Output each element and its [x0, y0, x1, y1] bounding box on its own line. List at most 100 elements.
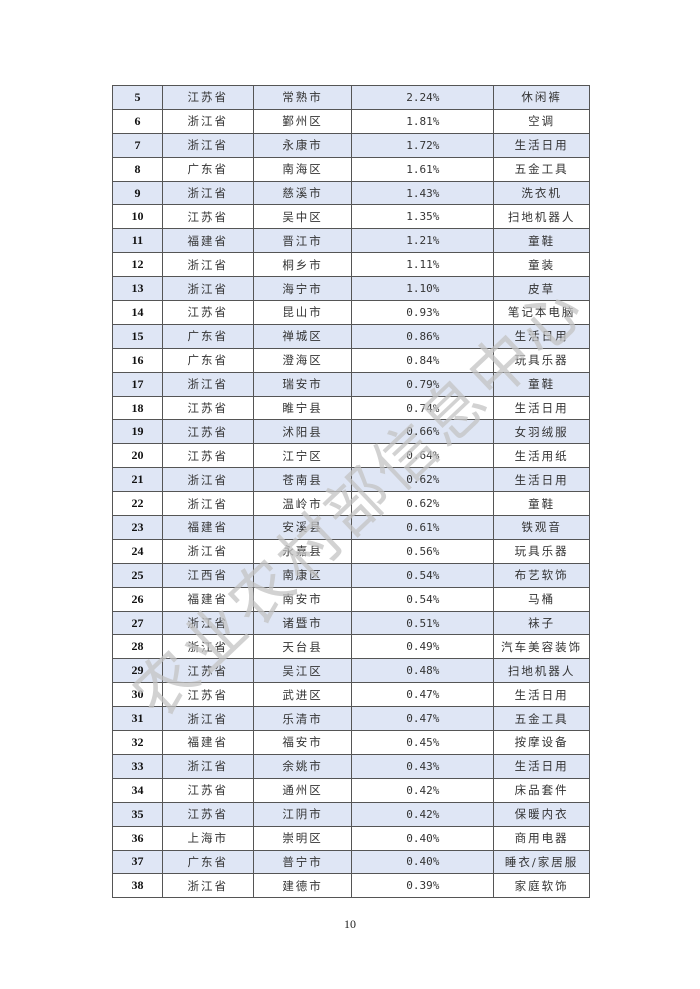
cell-province: 江苏省 — [161, 204, 254, 230]
cell-share: 0.42% — [351, 801, 495, 827]
cell-county: 鄞州区 — [252, 108, 353, 134]
cell-share: 1.81% — [351, 108, 495, 134]
table-row: 26 福建省 南安市 0.54% 马桶 — [112, 586, 590, 612]
cell-county: 温岭市 — [252, 491, 353, 517]
table-row: 8 广东省 南海区 1.61% 五金工具 — [112, 156, 590, 182]
cell-share: 0.49% — [351, 634, 495, 660]
cell-category: 生活日用 — [493, 132, 590, 158]
cell-county: 永嘉县 — [252, 538, 353, 564]
table-row: 16 广东省 澄海区 0.84% 玩具乐器 — [112, 347, 590, 373]
cell-county: 永康市 — [252, 132, 353, 158]
cell-province: 江苏省 — [161, 682, 254, 708]
cell-rank: 17 — [112, 371, 163, 397]
cell-province: 浙江省 — [161, 467, 254, 493]
table-body: 5 江苏省 常熟市 2.24% 休闲裤 6 浙江省 鄞州区 1.81% 空调 7 浙江省 永康市 1.72… — [112, 85, 590, 899]
cell-category: 马桶 — [493, 586, 590, 612]
cell-province: 广东省 — [161, 347, 254, 373]
cell-province: 浙江省 — [161, 610, 254, 636]
cell-category: 空调 — [493, 108, 590, 134]
cell-county: 安溪县 — [252, 515, 353, 540]
cell-category: 生活日用 — [493, 467, 590, 493]
table-row: 21 浙江省 苍南县 0.62% 生活日用 — [112, 467, 590, 493]
table-row: 18 江苏省 睢宁县 0.74% 生活日用 — [112, 395, 590, 421]
table-row: 22 浙江省 温岭市 0.62% 童鞋 — [112, 491, 590, 517]
cell-province: 江苏省 — [161, 395, 254, 421]
cell-county: 天台县 — [252, 634, 353, 660]
cell-share: 0.40% — [351, 849, 495, 875]
cell-rank: 36 — [112, 825, 163, 851]
table-row: 24 浙江省 永嘉县 0.56% 玩具乐器 — [112, 538, 590, 564]
cell-share: 0.74% — [351, 395, 495, 421]
cell-share: 2.24% — [351, 85, 495, 110]
cell-category: 玩具乐器 — [493, 538, 590, 564]
cell-county: 通州区 — [252, 777, 353, 803]
cell-province: 浙江省 — [161, 706, 254, 732]
table-row: 19 江苏省 沭阳县 0.66% 女羽绒服 — [112, 419, 590, 445]
table-row: 36 上海市 崇明区 0.40% 商用电器 — [112, 825, 590, 851]
cell-rank: 20 — [112, 443, 163, 469]
cell-rank: 8 — [112, 156, 163, 182]
cell-share: 0.56% — [351, 538, 495, 564]
table-row: 9 浙江省 慈溪市 1.43% 洗衣机 — [112, 180, 590, 206]
cell-province: 浙江省 — [161, 634, 254, 660]
table-row: 28 浙江省 天台县 0.49% 汽车美容装饰 — [112, 634, 590, 660]
cell-rank: 9 — [112, 180, 163, 206]
cell-share: 0.62% — [351, 467, 495, 493]
cell-province: 江苏省 — [161, 801, 254, 827]
table-row: 10 江苏省 吴中区 1.35% 扫地机器人 — [112, 204, 590, 230]
cell-county: 福安市 — [252, 730, 353, 755]
table-row: 38 浙江省 建德市 0.39% 家庭软饰 — [112, 873, 590, 899]
cell-category: 童鞋 — [493, 371, 590, 397]
cell-county: 普宁市 — [252, 849, 353, 875]
cell-category: 床品套件 — [493, 777, 590, 803]
cell-share: 1.72% — [351, 132, 495, 158]
cell-share: 0.54% — [351, 562, 495, 588]
cell-province: 福建省 — [161, 228, 254, 254]
table-row: 14 江苏省 昆山市 0.93% 笔记本电脑 — [112, 300, 590, 325]
table-row: 15 广东省 禅城区 0.86% 生活日用 — [112, 323, 590, 349]
cell-category: 皮草 — [493, 276, 590, 302]
cell-rank: 21 — [112, 467, 163, 493]
cell-county: 吴中区 — [252, 204, 353, 230]
cell-province: 浙江省 — [161, 252, 254, 278]
cell-rank: 22 — [112, 491, 163, 517]
cell-category: 五金工具 — [493, 156, 590, 182]
cell-rank: 30 — [112, 682, 163, 708]
cell-category: 袜子 — [493, 610, 590, 636]
cell-share: 0.86% — [351, 323, 495, 349]
cell-county: 沭阳县 — [252, 419, 353, 445]
cell-province: 江苏省 — [161, 419, 254, 445]
cell-rank: 6 — [112, 108, 163, 134]
cell-county: 南海区 — [252, 156, 353, 182]
cell-rank: 24 — [112, 538, 163, 564]
cell-category: 扫地机器人 — [493, 658, 590, 684]
cell-rank: 11 — [112, 228, 163, 254]
cell-county: 常熟市 — [252, 85, 353, 110]
cell-share: 1.11% — [351, 252, 495, 278]
cell-rank: 19 — [112, 419, 163, 445]
cell-share: 1.35% — [351, 204, 495, 230]
cell-category: 布艺软饰 — [493, 562, 590, 588]
county-ranking-table: 5 江苏省 常熟市 2.24% 休闲裤 6 浙江省 鄞州区 1.81% 空调 7 浙江省 永康市 1.72… — [112, 85, 590, 899]
cell-category: 扫地机器人 — [493, 204, 590, 230]
cell-share: 0.47% — [351, 706, 495, 732]
cell-county: 海宁市 — [252, 276, 353, 302]
cell-province: 上海市 — [161, 825, 254, 851]
cell-province: 江西省 — [161, 562, 254, 588]
table-row: 35 江苏省 江阴市 0.42% 保暖内衣 — [112, 801, 590, 827]
cell-province: 江苏省 — [161, 658, 254, 684]
cell-rank: 37 — [112, 849, 163, 875]
cell-category: 休闲裤 — [493, 85, 590, 110]
table-row: 32 福建省 福安市 0.45% 按摩设备 — [112, 730, 590, 755]
cell-province: 江苏省 — [161, 443, 254, 469]
cell-county: 桐乡市 — [252, 252, 353, 278]
cell-category: 童装 — [493, 252, 590, 278]
cell-province: 浙江省 — [161, 753, 254, 779]
cell-county: 武进区 — [252, 682, 353, 708]
cell-share: 0.84% — [351, 347, 495, 373]
cell-rank: 18 — [112, 395, 163, 421]
cell-province: 浙江省 — [161, 873, 254, 899]
cell-category: 商用电器 — [493, 825, 590, 851]
cell-share: 0.48% — [351, 658, 495, 684]
cell-province: 浙江省 — [161, 371, 254, 397]
